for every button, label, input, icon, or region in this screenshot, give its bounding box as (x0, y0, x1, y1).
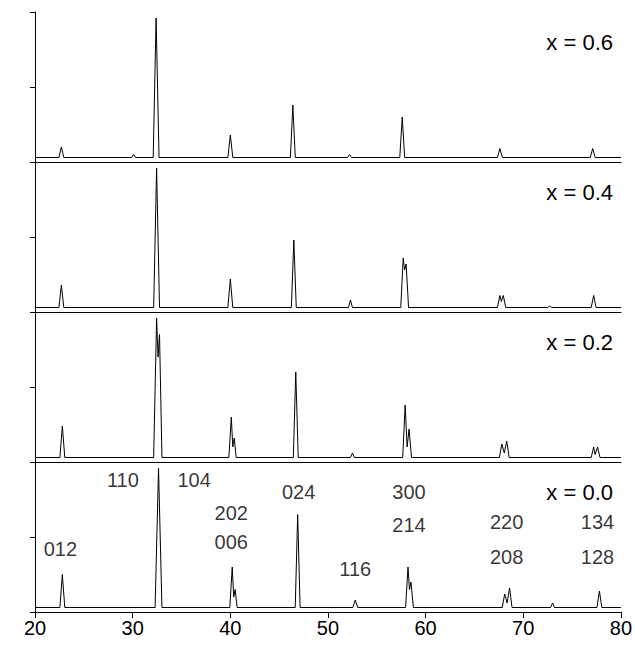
svg-text:x = 0.6: x = 0.6 (546, 30, 613, 55)
svg-text:x = 0.0: x = 0.0 (546, 480, 613, 505)
svg-text:024: 024 (282, 481, 315, 503)
svg-text:x = 0.4: x = 0.4 (546, 180, 613, 205)
svg-text:006: 006 (215, 531, 248, 553)
svg-text:30: 30 (122, 617, 144, 639)
svg-text:220: 220 (490, 511, 523, 533)
svg-text:202: 202 (215, 502, 248, 524)
svg-text:104: 104 (177, 469, 210, 491)
svg-text:214: 214 (392, 514, 425, 536)
svg-text:50: 50 (317, 617, 339, 639)
svg-text:012: 012 (44, 538, 77, 560)
svg-text:208: 208 (490, 546, 523, 568)
svg-text:80: 80 (610, 617, 632, 639)
svg-text:20: 20 (24, 617, 46, 639)
svg-text:116: 116 (339, 558, 371, 580)
svg-text:70: 70 (512, 617, 534, 639)
svg-text:60: 60 (414, 617, 436, 639)
svg-text:134: 134 (581, 511, 614, 533)
svg-text:40: 40 (219, 617, 241, 639)
svg-text:x = 0.2: x = 0.2 (546, 330, 613, 355)
svg-text:128: 128 (581, 546, 614, 568)
svg-text:300: 300 (392, 481, 425, 503)
svg-text:110: 110 (107, 469, 139, 491)
